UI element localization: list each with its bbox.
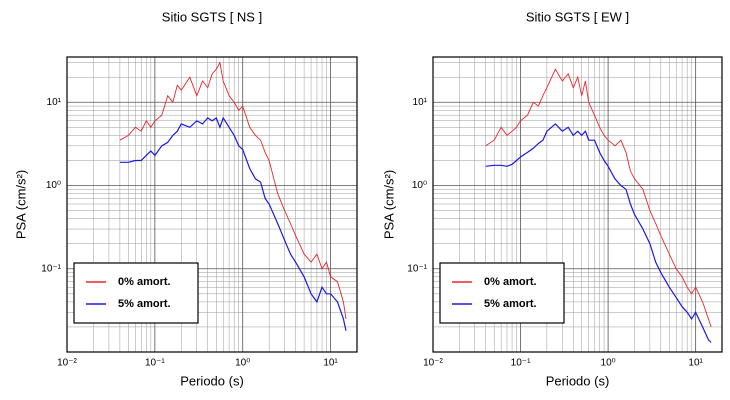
plot-frame [432,56,723,353]
y-tick-label: 10⁻¹ [407,263,427,274]
data-line [119,116,347,331]
legend-label: 0% amort. [118,276,171,288]
y-tick-label: 10⁻¹ [41,263,61,274]
y-tick-label: 10⁰ [46,180,61,191]
y-tick-label: 10¹ [413,97,428,108]
y-axis-label: PSA (cm/s²) [13,170,28,239]
legend-box [73,262,199,324]
data-line [485,123,712,343]
y-tick-label: 10⁰ [412,180,427,191]
x-tick-label: 10⁰ [601,358,616,369]
legend-box [439,262,565,324]
y-axis-label: PSA (cm/s²) [381,170,396,239]
data-line [485,68,712,328]
legend: 0% amort. 5% amort. [73,262,199,324]
data-line [119,61,347,319]
legend-label: 5% amort. [118,298,171,310]
x-axis-label: Periodo (s) [180,373,244,388]
x-tick-label: 10¹ [688,358,703,369]
x-tick-label: 10⁻¹ [145,358,165,369]
y-tick-label: 10¹ [47,97,62,108]
x-tick-label: 10⁻² [57,358,77,369]
chart-title: Sitio SGTS [ EW ] [526,9,629,24]
x-tick-label: 10⁰ [235,358,250,369]
legend: 0% amort. 5% amort. [439,262,565,324]
chart-title: Sitio SGTS [ NS ] [162,9,262,24]
legend-label: 0% amort. [484,276,537,288]
x-axis-label: Periodo (s) [546,373,610,388]
legend-label: 5% amort. [484,298,537,310]
x-tick-label: 10⁻¹ [511,358,531,369]
x-tick-label: 10¹ [323,358,338,369]
x-tick-label: 10⁻² [423,358,443,369]
plot-frame [66,56,358,353]
